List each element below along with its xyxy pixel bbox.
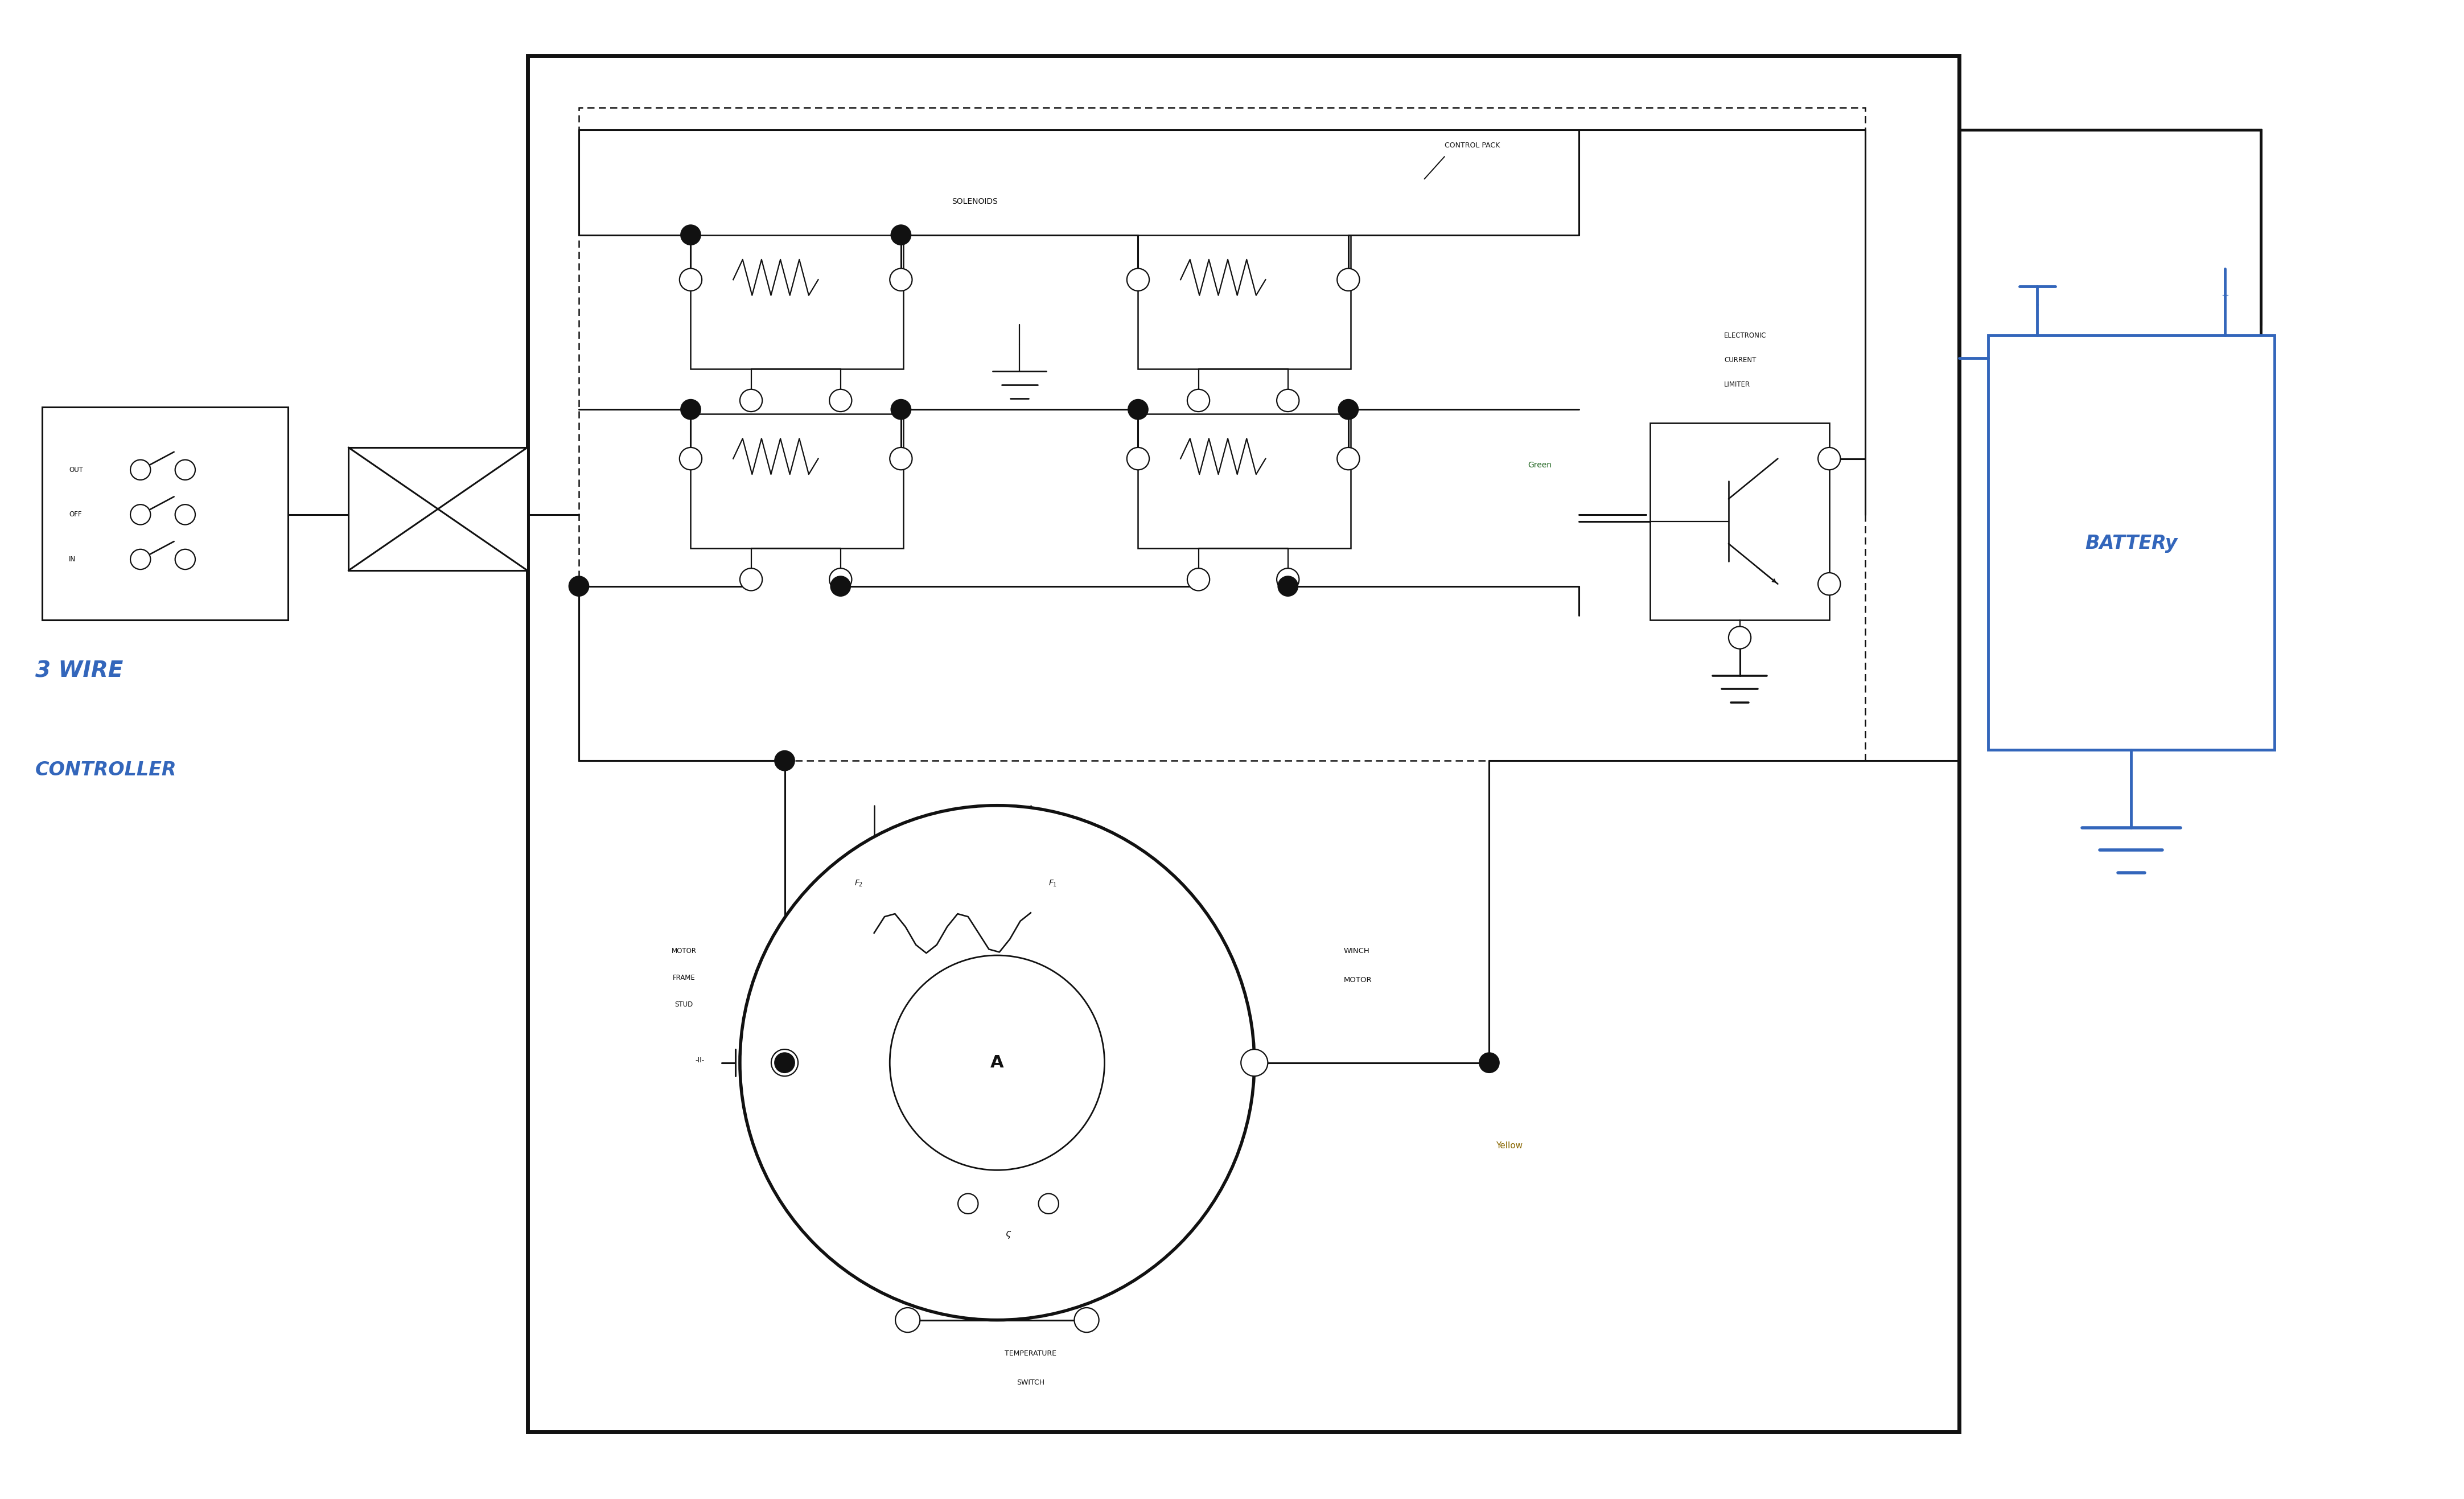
- Circle shape: [131, 460, 150, 480]
- Circle shape: [890, 268, 912, 291]
- Text: 3 WIRE: 3 WIRE: [34, 660, 123, 682]
- Circle shape: [830, 568, 853, 591]
- Text: SWITCH: SWITCH: [1018, 1379, 1045, 1387]
- Text: WINCH: WINCH: [1343, 947, 1370, 955]
- Text: OFF: OFF: [69, 511, 81, 519]
- Circle shape: [1818, 448, 1841, 469]
- Circle shape: [569, 576, 589, 597]
- Bar: [42, 408, 288, 619]
- Circle shape: [1126, 268, 1148, 291]
- Bar: [1138, 235, 1350, 369]
- Circle shape: [739, 390, 761, 412]
- Circle shape: [1126, 448, 1148, 469]
- Circle shape: [1074, 1307, 1099, 1333]
- Circle shape: [680, 448, 702, 469]
- Circle shape: [175, 549, 195, 570]
- Text: $\varsigma$: $\varsigma$: [1005, 1229, 1013, 1240]
- Circle shape: [131, 549, 150, 570]
- Circle shape: [1338, 399, 1358, 420]
- Circle shape: [890, 955, 1104, 1171]
- Text: CURRENT: CURRENT: [1725, 357, 1757, 364]
- Circle shape: [894, 1307, 919, 1333]
- Text: TEMPERATURE: TEMPERATURE: [1005, 1351, 1057, 1357]
- Circle shape: [1730, 627, 1752, 649]
- Bar: [1138, 414, 1350, 549]
- Circle shape: [771, 1049, 798, 1076]
- Text: FRAME: FRAME: [673, 974, 695, 982]
- Circle shape: [774, 1052, 796, 1073]
- Text: OUT: OUT: [69, 466, 84, 474]
- Text: +: +: [2220, 291, 2230, 300]
- Text: Green: Green: [1528, 462, 1552, 469]
- Text: MOTOR: MOTOR: [673, 947, 697, 955]
- Text: CONTROL PACK: CONTROL PACK: [1444, 142, 1501, 148]
- Bar: [1988, 336, 2274, 750]
- Text: CONTROLLER: CONTROLLER: [34, 760, 177, 779]
- Bar: [690, 414, 904, 549]
- Bar: [579, 108, 1865, 760]
- Text: ELECTRONIC: ELECTRONIC: [1725, 331, 1767, 339]
- Circle shape: [774, 751, 796, 770]
- Circle shape: [1188, 568, 1210, 591]
- Text: MOTOR: MOTOR: [1343, 976, 1372, 983]
- Circle shape: [1478, 1052, 1498, 1073]
- Text: -II-: -II-: [695, 1057, 705, 1064]
- Bar: [527, 55, 1959, 1432]
- Circle shape: [830, 390, 853, 412]
- Circle shape: [131, 505, 150, 525]
- Bar: [1651, 423, 1828, 619]
- Text: $F_2$: $F_2$: [855, 878, 862, 889]
- Circle shape: [680, 399, 700, 420]
- Circle shape: [739, 568, 761, 591]
- Circle shape: [890, 448, 912, 469]
- Text: SOLENOIDS: SOLENOIDS: [951, 198, 998, 205]
- Text: IN: IN: [69, 556, 76, 564]
- Circle shape: [892, 399, 912, 420]
- Circle shape: [958, 1193, 978, 1214]
- Circle shape: [175, 460, 195, 480]
- Circle shape: [1818, 573, 1841, 595]
- Circle shape: [175, 505, 195, 525]
- Circle shape: [680, 225, 700, 244]
- Text: $F_1$: $F_1$: [1050, 878, 1057, 889]
- Circle shape: [1338, 448, 1360, 469]
- Circle shape: [1242, 1049, 1269, 1076]
- Text: -: -: [2035, 300, 2038, 309]
- Circle shape: [680, 268, 702, 291]
- Bar: [690, 235, 904, 369]
- Circle shape: [739, 805, 1254, 1321]
- Circle shape: [1338, 268, 1360, 291]
- Circle shape: [1276, 390, 1299, 412]
- Text: LIMITER: LIMITER: [1725, 381, 1749, 388]
- Text: BATTERy: BATTERy: [2085, 534, 2178, 553]
- Circle shape: [1276, 568, 1299, 591]
- Circle shape: [1188, 390, 1210, 412]
- Text: A: A: [991, 1054, 1003, 1070]
- Circle shape: [1279, 576, 1299, 597]
- Bar: [347, 448, 527, 571]
- Circle shape: [1129, 399, 1148, 420]
- Circle shape: [1037, 1193, 1060, 1214]
- Circle shape: [830, 576, 850, 597]
- Text: Yellow: Yellow: [1496, 1141, 1523, 1150]
- Text: STUD: STUD: [675, 1001, 692, 1009]
- Circle shape: [892, 225, 912, 244]
